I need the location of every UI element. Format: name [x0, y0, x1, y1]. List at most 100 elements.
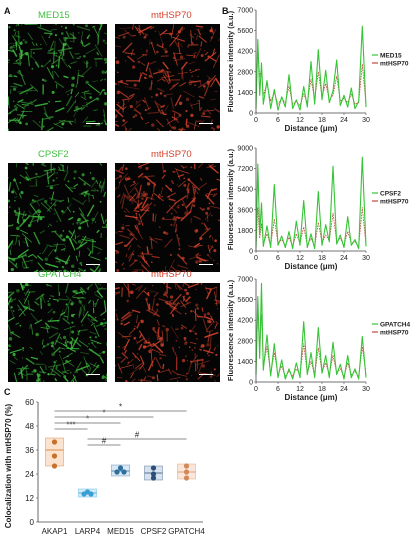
micrograph-filament [128, 329, 135, 336]
micrograph-filament [217, 37, 220, 42]
micrograph-filament [46, 283, 52, 287]
micrograph-puncta [92, 109, 94, 111]
micrograph-filament [151, 308, 160, 316]
micrograph-filament [190, 102, 200, 106]
micrograph-filament [154, 100, 162, 115]
micrograph-puncta [11, 331, 14, 334]
micrograph-filament [100, 78, 104, 82]
micrograph-filament [8, 257, 16, 260]
micrograph-puncta [78, 226, 82, 230]
data-point [150, 471, 157, 477]
micrograph-filament [171, 116, 178, 121]
micrograph-filament [34, 319, 43, 325]
micrograph-puncta [206, 207, 210, 210]
micrograph-puncta [151, 284, 154, 287]
micrograph-puncta [130, 290, 134, 295]
micrograph-filament [156, 102, 164, 108]
micrograph-filament [128, 193, 137, 202]
micrograph-filament [135, 286, 140, 291]
micrograph-filament [102, 324, 106, 328]
significance-label: # [102, 437, 107, 446]
micrograph-filament [168, 198, 176, 202]
micrograph-filament [74, 361, 82, 374]
micrograph-filament [37, 262, 47, 272]
y-tick-label: 7000 [237, 8, 253, 15]
y-tick-label: 1400 [237, 90, 253, 97]
micrograph-filament [123, 184, 131, 199]
category-label: MED15 [107, 527, 134, 536]
micrograph-filament [8, 224, 13, 227]
micrograph-puncta [210, 36, 213, 39]
micrograph-filament [44, 322, 51, 328]
micrograph-filament [137, 379, 153, 382]
micrograph-filament [130, 372, 135, 379]
micrograph-filament [8, 96, 10, 105]
micrograph-filament [70, 88, 73, 95]
micrograph-filament [8, 348, 10, 351]
micrograph-puncta [65, 261, 69, 265]
micrograph-filament [88, 299, 92, 304]
micrograph-puncta [186, 190, 190, 194]
micrograph-filament [214, 108, 220, 113]
micrograph-filament [25, 171, 32, 182]
micrograph-puncta [144, 33, 148, 37]
micrograph-puncta [117, 102, 120, 104]
micrograph-puncta [37, 377, 41, 381]
micrograph-puncta [65, 359, 69, 363]
micrograph-filament [30, 99, 37, 104]
micrograph-filament [68, 121, 73, 125]
micrograph-puncta [85, 363, 88, 365]
micrograph-filament [29, 203, 38, 214]
micrograph-puncta [79, 261, 82, 265]
micrograph-puncta [77, 333, 80, 336]
micrograph-puncta [9, 299, 13, 303]
y-tick-label: 9000 [237, 146, 253, 153]
micrograph-puncta [117, 345, 120, 348]
micrograph-filament [99, 356, 105, 364]
micrograph-puncta [87, 363, 89, 365]
micrograph-filament [146, 375, 154, 379]
micrograph-filament [122, 42, 133, 53]
micrograph-puncta [183, 177, 186, 180]
micrograph-filament [153, 292, 159, 298]
micrograph-filament [115, 186, 118, 191]
micrograph-puncta [190, 360, 192, 363]
category-label: CPSF2 [141, 527, 167, 536]
micrograph-filament [43, 112, 51, 121]
micrograph-puncta [13, 209, 17, 213]
micrograph-filament [177, 380, 179, 382]
micrograph-filament [169, 377, 181, 380]
micrograph-filament [149, 238, 154, 241]
micrograph-filament [57, 47, 73, 52]
micrograph-puncta [41, 163, 45, 165]
micrograph-filament [78, 176, 91, 187]
micrograph-puncta [63, 249, 65, 251]
micrograph-filament [52, 167, 56, 175]
micrograph-filament [22, 100, 33, 109]
micrograph-puncta [77, 217, 81, 222]
micrograph-filament [136, 192, 140, 199]
micrograph-puncta [49, 297, 51, 300]
micrograph-filament [80, 368, 88, 375]
micrograph-filament [158, 369, 170, 374]
micrograph-filament [99, 163, 103, 166]
micrograph-puncta [125, 211, 127, 213]
micrograph-filament [27, 54, 30, 67]
micrograph-puncta [101, 375, 105, 380]
micrograph-puncta [161, 217, 165, 220]
micrograph-filament [120, 357, 127, 364]
micrograph-puncta [64, 26, 68, 30]
micrograph-filament [155, 357, 162, 369]
micrograph-filament [124, 215, 139, 219]
micrograph-puncta [142, 270, 144, 272]
micrograph-filament [207, 55, 217, 62]
micrograph-filament [37, 26, 52, 33]
micrograph-filament [206, 193, 215, 196]
micrograph-puncta [63, 43, 67, 46]
micrograph-filament [189, 254, 202, 260]
micrograph-filament [129, 182, 139, 194]
micrograph-puncta [206, 319, 211, 324]
micrograph-filament [93, 187, 99, 192]
micrograph-puncta [190, 310, 193, 313]
